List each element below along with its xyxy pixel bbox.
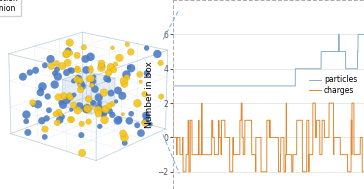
particles — [252, 85, 257, 87]
particles — [358, 33, 363, 36]
particles — [171, 85, 175, 87]
particles — [193, 85, 197, 87]
particles — [362, 33, 364, 36]
particles — [204, 85, 208, 87]
charges — [337, 136, 342, 139]
particles — [244, 85, 248, 87]
particles — [337, 50, 342, 53]
particles — [337, 33, 341, 36]
charges — [362, 171, 364, 173]
charges — [193, 153, 197, 156]
charges — [181, 171, 185, 173]
Line: charges: charges — [173, 103, 364, 172]
charges — [204, 153, 208, 156]
charges — [358, 136, 363, 139]
charges — [171, 102, 175, 104]
charges — [244, 119, 248, 121]
Legend: cation, anion: cation, anion — [0, 0, 21, 16]
charges — [252, 153, 257, 156]
Line: particles: particles — [173, 34, 364, 86]
Legend: particles, charges: particles, charges — [306, 72, 360, 98]
Y-axis label: Number in box: Number in box — [145, 61, 154, 128]
